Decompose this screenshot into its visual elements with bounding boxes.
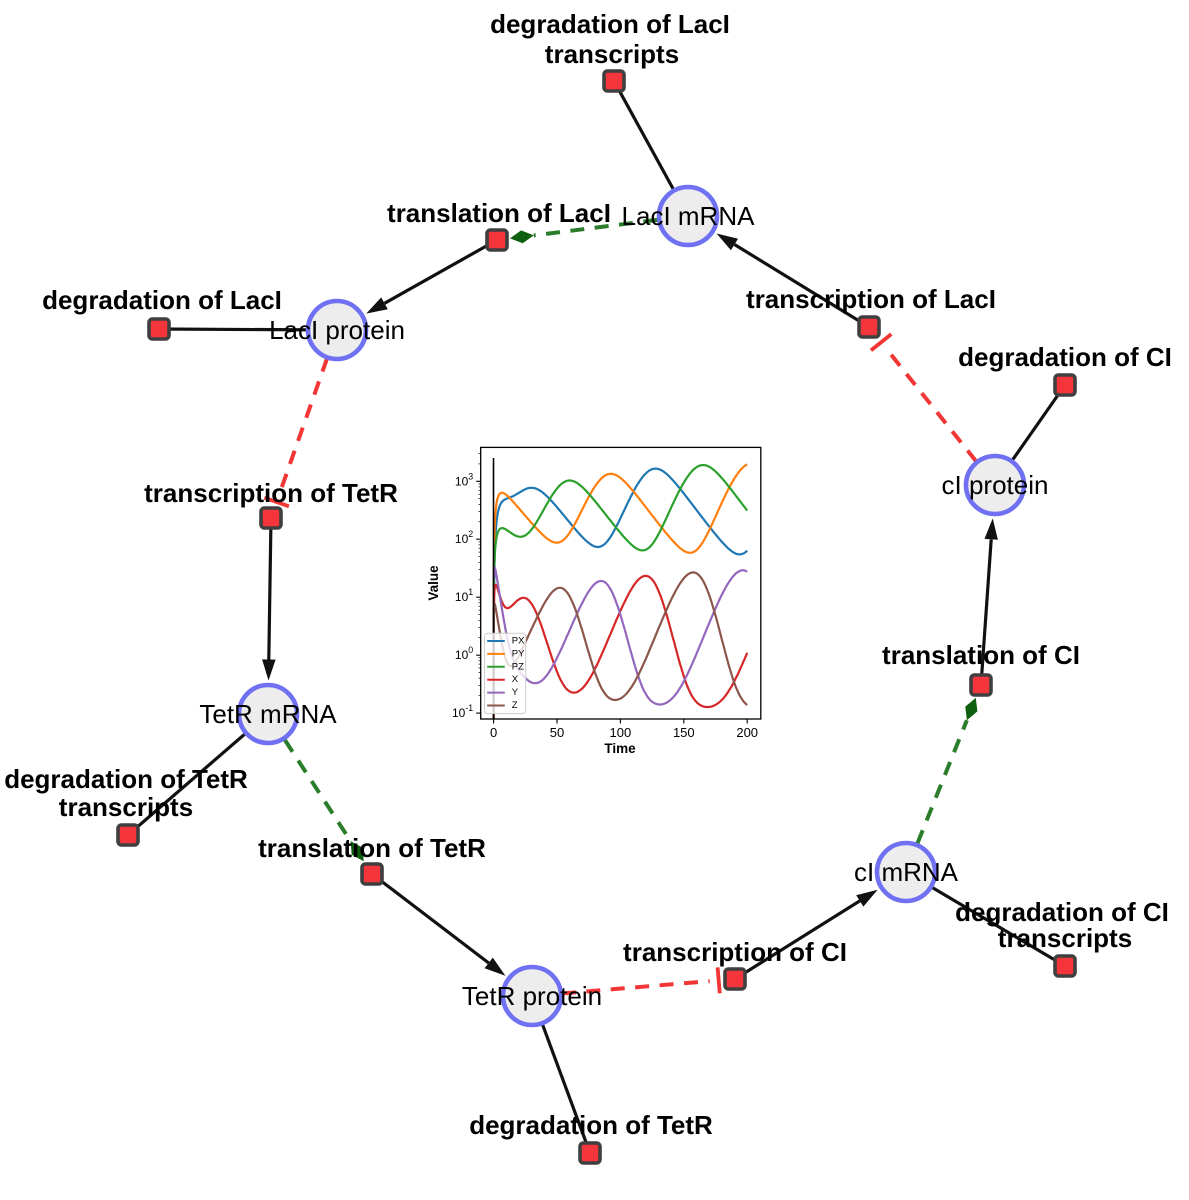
svg-text:degradation of TetR: degradation of TetR bbox=[4, 764, 248, 794]
svg-text:0: 0 bbox=[490, 725, 497, 740]
svg-text:Z: Z bbox=[512, 700, 518, 711]
svg-text:translation of TetR: translation of TetR bbox=[258, 833, 486, 863]
svg-text:translation of LacI: translation of LacI bbox=[387, 198, 611, 228]
svg-text:degradation of CI: degradation of CI bbox=[955, 897, 1169, 927]
svg-text:Time: Time bbox=[604, 741, 636, 756]
svg-text:transcripts: transcripts bbox=[998, 923, 1132, 953]
svg-text:10-1: 10-1 bbox=[452, 703, 473, 720]
svg-text:100: 100 bbox=[610, 725, 632, 740]
svg-text:translation of CI: translation of CI bbox=[882, 640, 1080, 670]
svg-text:TetR mRNA: TetR mRNA bbox=[199, 699, 337, 729]
svg-text:102: 102 bbox=[455, 529, 473, 546]
svg-text:TetR protein: TetR protein bbox=[462, 981, 602, 1011]
svg-text:cI protein: cI protein bbox=[942, 470, 1049, 500]
svg-text:degradation of LacI: degradation of LacI bbox=[490, 9, 730, 39]
svg-text:X: X bbox=[512, 674, 519, 685]
svg-text:101: 101 bbox=[455, 587, 473, 604]
svg-text:transcription of CI: transcription of CI bbox=[623, 937, 847, 967]
svg-text:degradation of TetR: degradation of TetR bbox=[469, 1110, 713, 1140]
svg-text:cI mRNA: cI mRNA bbox=[854, 857, 959, 887]
svg-text:PZ: PZ bbox=[512, 661, 524, 672]
svg-text:Value: Value bbox=[426, 565, 441, 601]
svg-text:103: 103 bbox=[455, 471, 473, 488]
svg-text:transcription of TetR: transcription of TetR bbox=[144, 478, 398, 508]
svg-text:degradation of LacI: degradation of LacI bbox=[42, 285, 282, 315]
svg-text:100: 100 bbox=[455, 645, 473, 662]
svg-text:PY: PY bbox=[512, 648, 525, 659]
svg-text:transcription of LacI: transcription of LacI bbox=[746, 284, 996, 314]
svg-text:LacI protein: LacI protein bbox=[269, 315, 405, 345]
svg-text:200: 200 bbox=[736, 725, 758, 740]
svg-text:150: 150 bbox=[673, 725, 695, 740]
svg-text:transcripts: transcripts bbox=[545, 39, 679, 69]
svg-text:50: 50 bbox=[550, 725, 564, 740]
svg-text:LacI mRNA: LacI mRNA bbox=[622, 201, 756, 231]
svg-text:transcripts: transcripts bbox=[59, 792, 193, 822]
svg-text:PX: PX bbox=[512, 636, 525, 647]
svg-text:degradation of CI: degradation of CI bbox=[958, 342, 1172, 372]
svg-text:Y: Y bbox=[512, 687, 519, 698]
